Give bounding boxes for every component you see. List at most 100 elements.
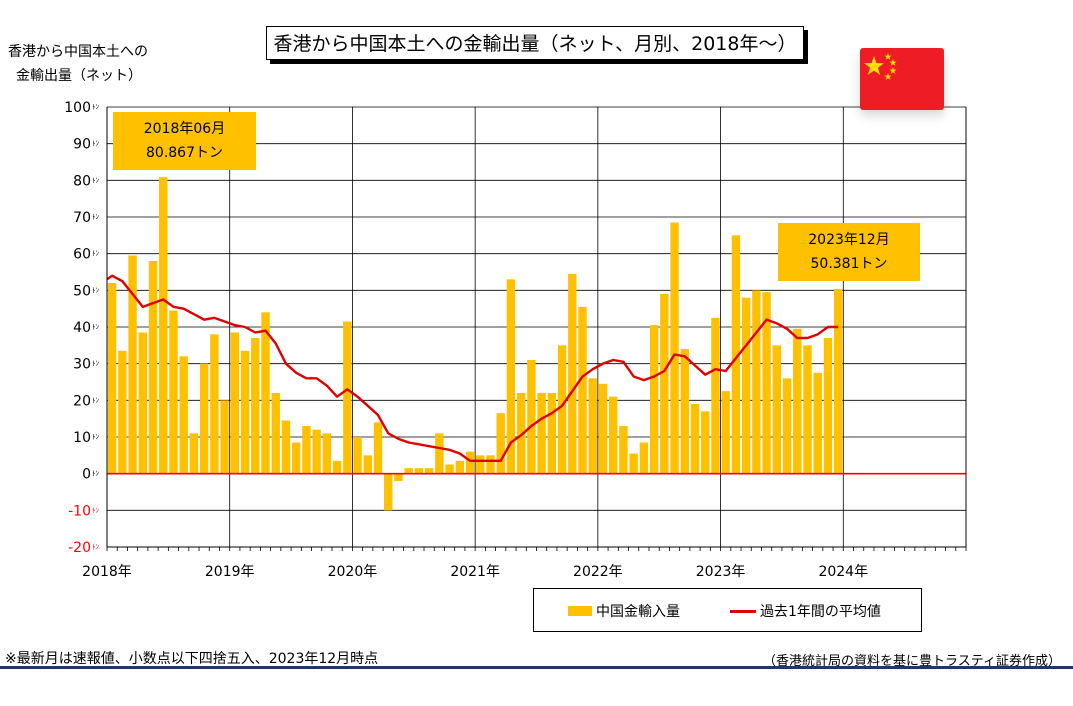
y-tick-label: 0: [82, 467, 91, 483]
callout-peak-date: 2018年06月: [143, 121, 226, 137]
bar: [660, 294, 669, 474]
y-tick-unit: ﾄﾝ: [92, 470, 99, 478]
bar: [343, 321, 352, 474]
chart-legend: 中国金輸入量 過去1年間の平均値: [533, 588, 922, 632]
y-tick-label: -20: [68, 540, 91, 556]
y-tick-label: 60: [73, 247, 91, 263]
y-tick-label: 30: [73, 357, 91, 373]
bar: [711, 317, 720, 474]
bar: [373, 422, 383, 474]
flag-small-star: [889, 67, 897, 74]
y-tick-label: 40: [73, 320, 91, 336]
y-tick-unit: ﾄﾝ: [92, 360, 99, 368]
y-axis-title-line-1: 香港から中国本土への: [8, 44, 148, 60]
bar-series: [107, 177, 843, 511]
y-tick-unit: ﾄﾝ: [92, 543, 99, 551]
chart-axes: [106, 107, 967, 551]
bar: [670, 222, 679, 474]
bar: [302, 426, 311, 474]
bar: [363, 455, 372, 474]
x-tick-label: 2019年: [205, 564, 255, 580]
average-line-series: [106, 274, 839, 463]
bar: [281, 420, 291, 474]
legend-swatch-bar: [568, 606, 592, 616]
bar: [455, 460, 464, 474]
y-tick-unit: ﾄﾝ: [92, 213, 99, 221]
bar: [332, 460, 342, 474]
bar: [598, 383, 608, 474]
bar: [271, 393, 280, 474]
y-tick-label: 80: [73, 173, 91, 189]
bar: [230, 332, 240, 474]
bar: [516, 393, 526, 474]
legend-label-line: 過去1年間の平均値: [760, 604, 881, 620]
bar: [527, 360, 536, 474]
bottom-divider: [0, 666, 1073, 669]
legend-item-bar: 中国金輸入量: [568, 601, 680, 621]
bar: [179, 356, 188, 474]
bar: [210, 334, 219, 474]
bar: [649, 325, 659, 474]
y-tick-unit: ﾄﾝ: [92, 140, 99, 148]
bar: [823, 338, 833, 474]
y-tick-unit: ﾄﾝ: [92, 176, 99, 184]
legend-swatch-line: [730, 609, 756, 613]
bar: [609, 396, 618, 474]
bar: [322, 433, 332, 474]
bar: [793, 328, 802, 474]
callout-peak: 2018年06月 80.867トン: [113, 112, 256, 170]
bar: [721, 391, 730, 474]
flag-small-star: [884, 73, 892, 80]
bar: [384, 473, 393, 511]
y-axis-title-line-2: 金輸出量（ネット）: [16, 68, 142, 84]
bar: [138, 332, 147, 474]
bar: [762, 292, 771, 474]
y-tick-unit: ﾄﾝ: [92, 323, 99, 331]
legend-item-line: 過去1年間の平均値: [730, 601, 881, 621]
bar: [578, 306, 587, 474]
bar: [107, 283, 117, 474]
bar: [629, 453, 638, 474]
bar: [128, 255, 137, 474]
bar: [619, 426, 628, 474]
flag-big-star: [864, 56, 884, 75]
bar: [220, 400, 229, 474]
y-tick-unit: ﾄﾝ: [92, 103, 99, 111]
bar: [118, 350, 127, 474]
y-tick-label: 20: [73, 393, 91, 409]
flag-small-star: [884, 53, 892, 60]
bar: [731, 235, 741, 474]
bar: [588, 378, 597, 474]
x-tick-label: 2020年: [328, 564, 378, 580]
bar: [404, 468, 413, 474]
bar: [394, 473, 403, 481]
bar: [240, 350, 250, 474]
bar: [701, 411, 710, 474]
bar: [424, 468, 434, 474]
bar: [782, 378, 792, 474]
bar: [312, 429, 321, 474]
callout-latest-value: 50.381トン: [810, 256, 888, 272]
bar: [189, 433, 199, 474]
bar: [465, 451, 475, 474]
y-tick-unit: ﾄﾝ: [92, 286, 99, 294]
bar: [833, 288, 843, 474]
y-tick-unit: ﾄﾝ: [92, 506, 99, 514]
bar: [435, 433, 444, 474]
y-tick-unit: ﾄﾝ: [92, 250, 99, 258]
bar: [414, 468, 424, 474]
x-tick-label: 2024年: [818, 564, 868, 580]
bar: [557, 345, 567, 474]
bar: [690, 404, 700, 474]
bar: [476, 455, 485, 474]
bar: [148, 261, 158, 474]
callout-peak-value: 80.867トン: [146, 145, 223, 161]
bar: [639, 442, 649, 474]
bar: [291, 442, 301, 474]
bar: [353, 437, 362, 474]
bar: [486, 455, 495, 474]
x-tick-label: 2023年: [696, 564, 746, 580]
callout-latest: 2023年12月 50.381トン: [778, 223, 920, 281]
